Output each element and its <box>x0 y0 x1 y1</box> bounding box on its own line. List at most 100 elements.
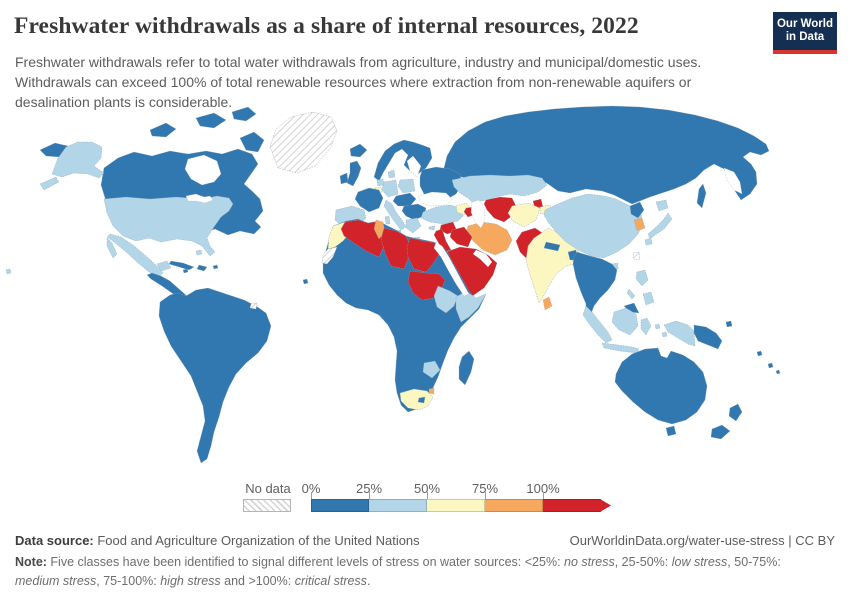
owid-logo-line2: in Data <box>785 31 825 43</box>
country-west-new-guinea[interactable] <box>663 320 696 347</box>
country-new-zealand-north[interactable] <box>728 403 743 422</box>
country-japan-honshu[interactable] <box>647 212 673 240</box>
country-iraq[interactable] <box>449 226 473 248</box>
country-germany[interactable] <box>381 179 399 198</box>
country-afghanistan[interactable] <box>507 202 541 228</box>
country-iran[interactable] <box>465 221 513 256</box>
country-ireland[interactable] <box>339 172 349 185</box>
country-pacific-islands-3[interactable] <box>775 369 781 375</box>
country-canada-island-2[interactable] <box>195 112 227 129</box>
country-taiwan[interactable] <box>632 251 641 261</box>
country-australia[interactable] <box>614 347 708 425</box>
country-ethiopia[interactable] <box>433 285 459 314</box>
country-netherlands[interactable] <box>376 178 385 187</box>
country-china[interactable] <box>543 193 644 259</box>
legend-segment-critical-stress[interactable] <box>543 499 601 512</box>
country-madagascar[interactable] <box>458 350 475 386</box>
country-philippines-luzon[interactable] <box>635 269 649 287</box>
country-poland[interactable] <box>397 178 416 194</box>
country-greece[interactable] <box>405 217 422 234</box>
country-mexico-baja[interactable] <box>106 237 118 259</box>
legend-no-data-swatch[interactable] <box>243 499 291 512</box>
country-french-guiana[interactable] <box>249 302 258 310</box>
legend-segment-high-stress[interactable] <box>485 499 543 512</box>
sea-okhotsk <box>723 167 743 195</box>
legend-segment-no-stress[interactable] <box>311 499 369 512</box>
country-central-america[interactable] <box>146 272 188 300</box>
country-sumatra[interactable] <box>582 305 613 344</box>
country-hispaniola[interactable] <box>196 264 208 272</box>
country-greenland[interactable] <box>269 111 338 174</box>
country-alaska[interactable] <box>51 141 105 179</box>
country-canada-island-1[interactable] <box>149 122 177 138</box>
country-papua-new-guinea[interactable] <box>693 324 723 350</box>
country-canada-baffin[interactable] <box>239 131 265 153</box>
country-iceland[interactable] <box>349 143 368 158</box>
country-algeria[interactable] <box>340 219 385 258</box>
country-sulawesi[interactable] <box>640 317 652 336</box>
country-hawaii[interactable] <box>5 268 12 275</box>
country-mexico-yucatan[interactable] <box>156 260 172 272</box>
country-palawan[interactable] <box>626 288 636 300</box>
country-kazakhstan[interactable] <box>451 174 548 205</box>
country-cape-verde[interactable] <box>302 278 309 285</box>
owid-link[interactable]: OurWorldinData.org/water-use-stress | CC… <box>569 533 835 548</box>
country-western-sahara[interactable] <box>321 246 338 265</box>
country-egypt[interactable] <box>406 237 443 273</box>
country-russia[interactable] <box>442 105 770 205</box>
country-puerto-rico[interactable] <box>212 264 219 270</box>
country-eswatini[interactable] <box>428 387 435 395</box>
country-nepal[interactable] <box>543 241 561 252</box>
country-south-america[interactable] <box>158 287 272 464</box>
country-jamaica[interactable] <box>182 268 189 274</box>
country-north-korea[interactable] <box>629 201 645 219</box>
country-malaysia-borneo[interactable] <box>623 302 640 314</box>
country-java[interactable] <box>601 342 640 354</box>
sea-great-lakes <box>185 193 214 204</box>
owid-logo-line1: Our World <box>776 17 833 30</box>
country-new-zealand-south[interactable] <box>710 424 731 440</box>
country-south-korea[interactable] <box>633 217 646 232</box>
country-tasmania[interactable] <box>665 425 677 437</box>
country-denmark[interactable] <box>387 169 396 179</box>
country-japan-kyushu[interactable] <box>644 237 653 246</box>
country-united-kingdom[interactable] <box>346 160 362 187</box>
country-maluku-2[interactable] <box>661 331 668 338</box>
country-sub-saharan-africa[interactable] <box>322 218 487 413</box>
country-turkmenistan-uzbekistan[interactable] <box>483 196 517 223</box>
owid-logo[interactable]: Our World in Data <box>773 12 837 54</box>
country-zimbabwe[interactable] <box>422 360 441 379</box>
country-png-islands[interactable] <box>725 320 733 328</box>
country-france[interactable] <box>354 187 384 213</box>
country-south-africa[interactable] <box>399 388 434 411</box>
footer-note: Note: Five classes have been identified … <box>15 555 781 588</box>
country-philippines-mindanao[interactable] <box>642 291 655 306</box>
country-levant[interactable] <box>433 228 452 253</box>
country-central-europe[interactable] <box>392 192 417 207</box>
country-cuba[interactable] <box>168 260 195 271</box>
country-cyprus[interactable] <box>428 225 436 231</box>
country-pacific-islands[interactable] <box>756 350 763 357</box>
country-bahamas[interactable] <box>195 249 203 256</box>
country-india[interactable] <box>525 227 581 304</box>
country-sardinia[interactable] <box>384 215 391 225</box>
country-sri-lanka[interactable] <box>542 296 553 311</box>
country-russia-sakhalin[interactable] <box>696 183 707 209</box>
country-turkey[interactable] <box>420 204 466 225</box>
country-libya[interactable] <box>380 227 411 270</box>
country-maluku[interactable] <box>654 323 661 330</box>
country-somalia[interactable] <box>455 290 487 323</box>
country-pacific-islands-2[interactable] <box>767 362 774 369</box>
legend-segment-medium-stress[interactable] <box>427 499 485 512</box>
country-borneo[interactable] <box>611 307 639 336</box>
country-lesotho[interactable] <box>417 396 426 404</box>
country-mainland-southeast-asia[interactable] <box>572 251 618 326</box>
country-canada-island-3[interactable] <box>231 106 257 122</box>
country-japan-hokkaido[interactable] <box>655 199 669 212</box>
legend-segment-low-stress[interactable] <box>369 499 427 512</box>
country-italy[interactable] <box>383 199 407 231</box>
country-balkans[interactable] <box>401 203 427 221</box>
country-united-states[interactable] <box>103 195 234 257</box>
country-alaska-peninsula[interactable] <box>39 176 60 191</box>
